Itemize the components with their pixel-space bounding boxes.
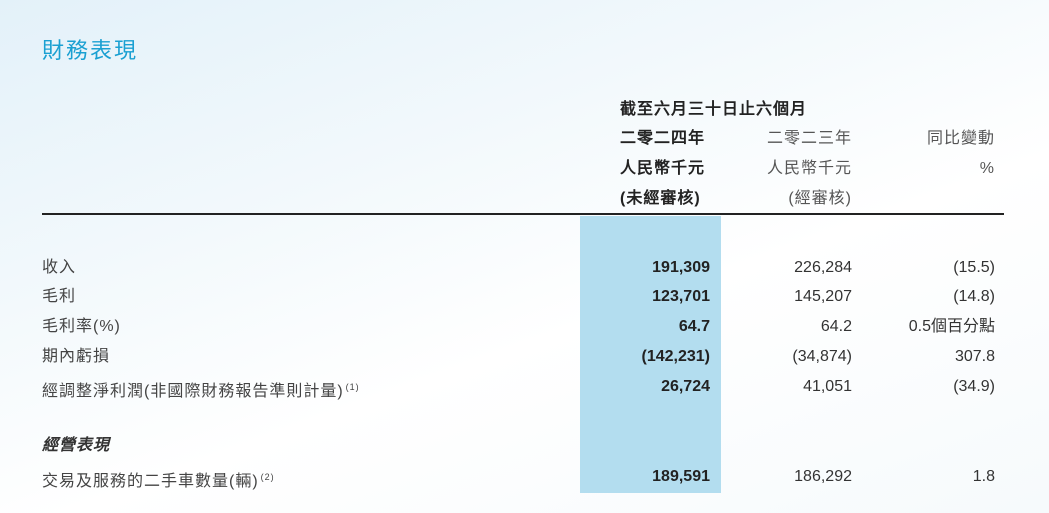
footnote-marker: (2) — [260, 472, 275, 482]
section-title: 經營表現 — [42, 437, 111, 454]
row-label: 期內虧損 — [42, 348, 111, 365]
value-2024: (142,231) — [641, 348, 711, 365]
col-2023-year: 二零二三年 — [766, 130, 852, 147]
value-change: 0.5個百分點 — [908, 318, 995, 335]
value-2024: 64.7 — [678, 318, 710, 335]
row-label: 收入 — [42, 259, 77, 276]
value-2023: 186,292 — [794, 468, 852, 485]
row-label: 經調整淨利潤(非國際財務報告準則計量) (1) — [42, 377, 360, 402]
page-title: 財務表現 — [42, 38, 139, 63]
row-label: 交易及服務的二手車數量(輛) (2) — [42, 467, 275, 492]
value-2024: 123,701 — [652, 288, 710, 305]
value-change: 307.8 — [954, 348, 995, 365]
footnote-marker: (1) — [345, 382, 360, 392]
value-change: (15.5) — [953, 259, 995, 276]
value-2024: 191,309 — [652, 259, 710, 276]
row-label-text: 經調整淨利潤(非國際財務報告準則計量) — [42, 383, 344, 400]
col-2024-note: (未經審核) — [620, 190, 701, 207]
value-2023: 226,284 — [794, 259, 852, 276]
row-label: 毛利 — [42, 288, 77, 305]
col-2024-year: 二零二四年 — [620, 130, 706, 147]
value-change: (34.9) — [953, 378, 995, 395]
header-rule — [42, 213, 1004, 215]
current-period-highlight — [580, 216, 721, 493]
value-2023: (34,874) — [792, 348, 852, 365]
value-change: (14.8) — [953, 288, 995, 305]
value-change: 1.8 — [972, 468, 995, 485]
value-2024: 26,724 — [661, 378, 710, 395]
value-2023: 145,207 — [794, 288, 852, 305]
col-2023-note: (經審核) — [788, 190, 852, 207]
value-2023: 64.2 — [820, 318, 852, 335]
value-2023: 41,051 — [803, 378, 852, 395]
row-label-text: 交易及服務的二手車數量(輛) — [42, 473, 259, 490]
col-change-unit: % — [979, 160, 995, 177]
col-2023-unit: 人民幣千元 — [766, 160, 852, 177]
col-2024-unit: 人民幣千元 — [620, 160, 706, 177]
period-header: 截至六月三十日止六個月 — [620, 101, 808, 118]
row-label: 毛利率(%) — [42, 318, 121, 335]
value-2024: 189,591 — [652, 468, 710, 485]
col-change-title: 同比變動 — [926, 130, 995, 147]
